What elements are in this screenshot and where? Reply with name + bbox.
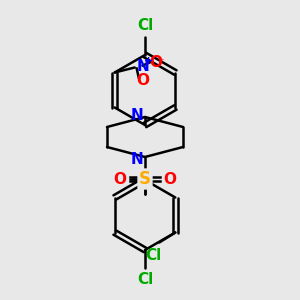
Text: Cl: Cl	[137, 272, 153, 287]
Text: O: O	[137, 73, 150, 88]
Text: N: N	[130, 107, 143, 122]
Text: Cl: Cl	[137, 18, 153, 33]
Text: O: O	[150, 55, 163, 70]
Text: O: O	[113, 172, 127, 187]
Text: N: N	[137, 59, 149, 74]
Text: O: O	[164, 172, 176, 187]
Text: N: N	[130, 152, 143, 166]
Text: +: +	[144, 56, 153, 65]
Text: Cl: Cl	[145, 248, 161, 262]
Text: ⁻: ⁻	[157, 56, 163, 69]
Text: S: S	[139, 170, 151, 188]
